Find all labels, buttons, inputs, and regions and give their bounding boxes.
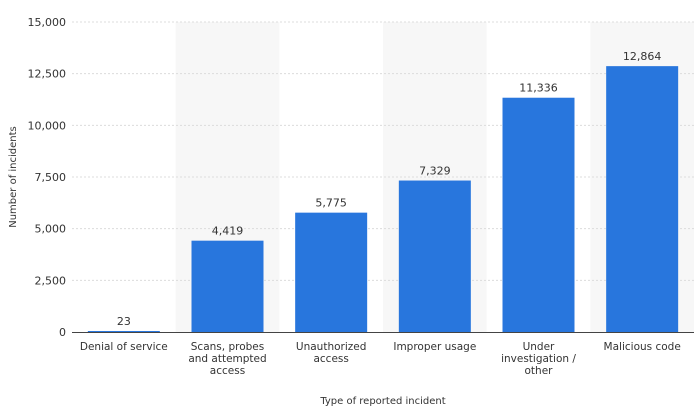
y-tick-label: 0 <box>59 326 66 339</box>
data-labels: 23 4,419 5,775 7,329 11,336 12,864 <box>117 50 662 328</box>
category-label: Under investigation / other <box>501 341 576 377</box>
data-label: 11,336 <box>519 82 558 95</box>
category-label: Malicious code <box>604 341 681 353</box>
y-tick-label: 7,500 <box>35 171 67 184</box>
data-label: 4,419 <box>212 225 244 238</box>
y-tick-label: 2,500 <box>35 274 67 287</box>
x-axis-title: Type of reported incident <box>319 396 445 407</box>
category-labels: Denial of service Scans, probes and attemp… <box>80 341 681 377</box>
bar <box>502 97 575 333</box>
data-label: 5,775 <box>315 197 347 210</box>
data-label: 23 <box>117 315 131 328</box>
y-tick-labels: 0 2,500 5,000 7,500 10,000 12,500 15,000 <box>28 16 67 339</box>
bar <box>191 240 264 332</box>
bar <box>87 331 160 332</box>
data-label: 12,864 <box>623 50 662 63</box>
bar <box>606 66 679 333</box>
bar <box>398 180 471 332</box>
bars <box>87 66 679 333</box>
y-tick-label: 5,000 <box>35 223 67 236</box>
data-label: 7,329 <box>419 165 451 178</box>
y-tick-label: 10,000 <box>28 119 67 132</box>
y-tick-label: 12,500 <box>28 68 67 81</box>
category-label: Improper usage <box>393 341 476 353</box>
category-label: Denial of service <box>80 341 168 353</box>
bar <box>295 212 368 332</box>
category-label: Unauthorized access <box>296 341 367 365</box>
y-tick-label: 15,000 <box>28 16 67 29</box>
category-label: Scans, probes and attempted access <box>188 341 266 377</box>
y-axis-title: Number of incidents <box>8 126 19 228</box>
